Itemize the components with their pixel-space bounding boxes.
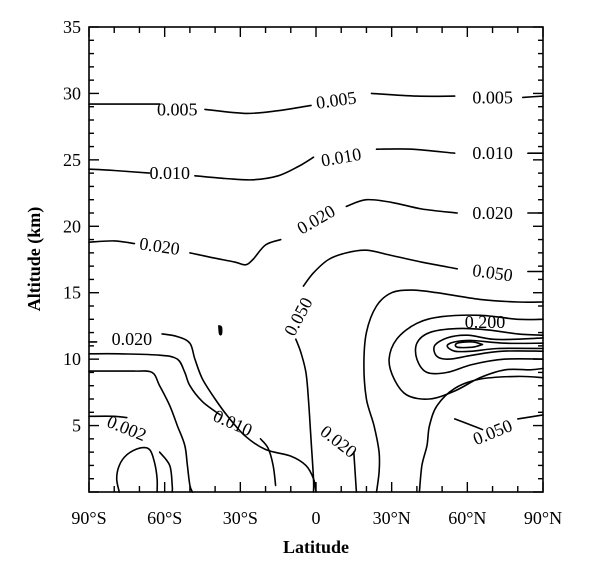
contour-line-28 bbox=[259, 438, 277, 487]
y-tick-label: 30 bbox=[63, 83, 81, 103]
contour-lines bbox=[88, 92, 544, 493]
contour-line-29 bbox=[88, 415, 128, 419]
y-tick-label: 20 bbox=[63, 216, 81, 236]
contour-line-27 bbox=[88, 370, 194, 493]
x-tick-labels: 90°S 60°S 30°S 0 30°N 60°N 90°N bbox=[71, 508, 562, 528]
x-tick-label: 30°S bbox=[223, 508, 258, 528]
contour-label-16: 0.050 bbox=[470, 415, 515, 449]
contour-line-9 bbox=[189, 238, 282, 266]
contour-line-32 bbox=[218, 325, 223, 336]
x-tick-label: 0 bbox=[312, 508, 321, 528]
contour-labels: 0.005 0.005 0.005 0.010 0.010 0.010 0.020 0.020… bbox=[104, 87, 515, 461]
axis-ticks bbox=[88, 26, 544, 493]
contour-line-30 bbox=[158, 451, 174, 493]
contour-label-10: 0.050 bbox=[280, 294, 317, 339]
contour-line-1 bbox=[204, 104, 312, 115]
y-tick-label: 35 bbox=[63, 17, 81, 37]
contour-label-11: 0.200 bbox=[465, 312, 506, 332]
x-tick-label: 60°N bbox=[448, 508, 486, 528]
contour-line-2 bbox=[370, 92, 456, 98]
contour-line-19 bbox=[388, 314, 544, 400]
contour-line-12 bbox=[295, 338, 315, 493]
contour-line-8 bbox=[88, 240, 136, 245]
contour-line-3 bbox=[522, 95, 544, 99]
contour-label-7: 0.020 bbox=[293, 201, 338, 239]
contour-line-24 bbox=[88, 352, 221, 416]
contour-label-3: 0.010 bbox=[149, 163, 190, 183]
contour-label-8: 0.020 bbox=[472, 203, 513, 223]
contour-label-12: 0.020 bbox=[112, 329, 153, 349]
y-tick-label: 5 bbox=[72, 416, 81, 436]
contour-label-5: 0.010 bbox=[472, 143, 513, 163]
y-tick-label: 15 bbox=[63, 283, 81, 303]
contour-line-25 bbox=[161, 333, 317, 493]
contour-line-22 bbox=[446, 339, 544, 353]
contour-line-13 bbox=[302, 249, 458, 287]
contour-line-4 bbox=[88, 168, 151, 174]
contour-label-15: 0.002 bbox=[104, 411, 149, 445]
y-tick-label: 10 bbox=[63, 349, 81, 369]
contour-label-0: 0.005 bbox=[157, 99, 198, 119]
contour-label-2: 0.005 bbox=[472, 87, 513, 107]
y-axis-title: Altitude (km) bbox=[24, 207, 45, 312]
contour-line-6 bbox=[375, 148, 456, 154]
contour-label-13: 0.010 bbox=[210, 406, 255, 441]
contour-line-31 bbox=[115, 446, 159, 493]
contour-line-18 bbox=[517, 414, 544, 420]
x-tick-label: 60°S bbox=[147, 508, 182, 528]
contour-line-23 bbox=[454, 341, 484, 349]
contour-line-5 bbox=[194, 156, 315, 181]
contour-line-20 bbox=[414, 327, 544, 375]
x-axis-title: Latitude bbox=[283, 537, 349, 557]
contour-line-26 bbox=[353, 451, 358, 493]
contour-line-16 bbox=[418, 375, 544, 493]
contour-label-9: 0.050 bbox=[471, 260, 514, 285]
contour-line-15 bbox=[363, 289, 544, 493]
x-tick-label: 90°N bbox=[524, 508, 562, 528]
x-tick-label: 30°N bbox=[373, 508, 411, 528]
contour-line-10 bbox=[345, 198, 458, 214]
x-tick-label: 90°S bbox=[71, 508, 106, 528]
y-tick-label: 25 bbox=[63, 150, 81, 170]
contour-label-6: 0.020 bbox=[138, 233, 181, 258]
contour-line-21 bbox=[433, 334, 544, 360]
y-tick-labels: 5 10 15 20 25 30 35 bbox=[63, 17, 81, 436]
contour-line-17 bbox=[453, 418, 484, 431]
contour-label-1: 0.005 bbox=[315, 87, 358, 112]
contour-label-4: 0.010 bbox=[320, 144, 363, 171]
